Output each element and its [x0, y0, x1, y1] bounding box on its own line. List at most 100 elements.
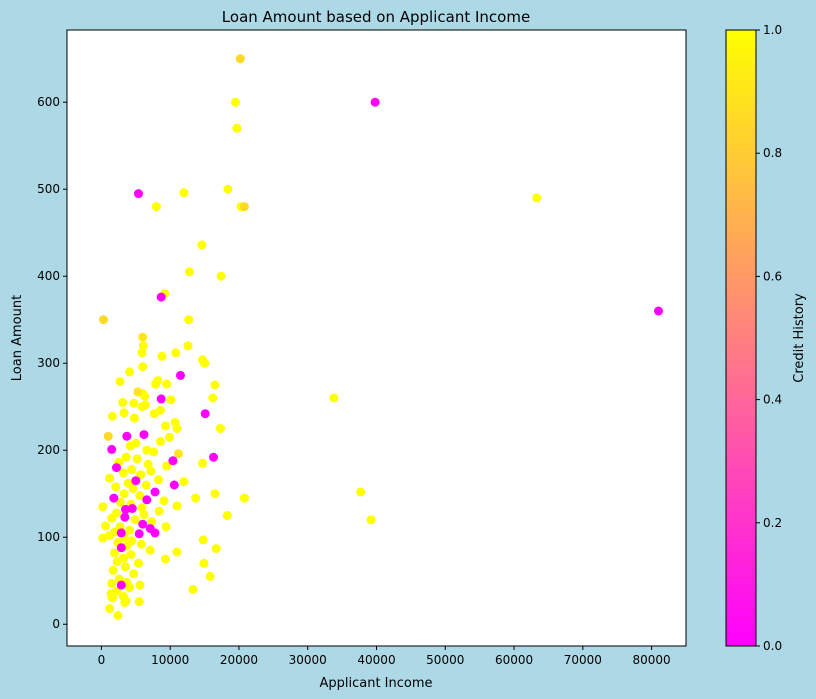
data-point: [136, 470, 146, 480]
data-point: [128, 484, 138, 493]
data-point: [125, 441, 135, 451]
data-point: [235, 54, 245, 64]
data-point: [121, 504, 130, 514]
data-point: [199, 558, 209, 568]
data-point: [134, 597, 144, 607]
data-point: [116, 497, 126, 507]
data-point: [129, 569, 139, 579]
data-point: [130, 515, 140, 525]
data-point: [118, 397, 128, 407]
data-point: [138, 341, 148, 351]
data-point: [210, 489, 220, 499]
data-point: [154, 506, 164, 516]
y-tick-label: 0: [52, 617, 60, 631]
x-tick-label: 70000: [564, 653, 602, 667]
y-tick-label: 600: [37, 95, 60, 109]
data-point: [132, 454, 142, 464]
data-point: [105, 473, 115, 483]
data-point: [137, 503, 147, 513]
data-point: [110, 548, 119, 558]
data-point: [107, 444, 117, 454]
y-axis-label: Loan Amount: [10, 295, 25, 381]
data-point: [184, 315, 194, 325]
data-point: [122, 431, 132, 441]
data-point: [231, 97, 240, 107]
data-point: [173, 449, 183, 459]
data-point: [156, 394, 166, 404]
data-point: [108, 565, 118, 575]
data-point: [366, 515, 376, 525]
data-point: [149, 409, 159, 419]
data-point: [160, 421, 170, 431]
data-point: [140, 391, 150, 401]
data-point: [145, 545, 155, 555]
y-tick-label: 100: [37, 530, 60, 544]
data-point: [200, 409, 210, 419]
x-axis: 0 10000 20000 30000 40000 50000 60000 70000 8000…: [98, 646, 671, 667]
data-point: [215, 424, 225, 433]
data-point: [179, 188, 189, 198]
data-point: [135, 580, 145, 590]
data-point: [197, 240, 207, 250]
chart-title: Loan Amount based on Applicant Income: [222, 8, 530, 26]
data-point: [138, 519, 148, 529]
data-point: [139, 430, 149, 440]
data-point: [137, 348, 147, 358]
data-point: [141, 480, 151, 490]
x-tick-label: 20000: [220, 653, 258, 667]
data-point: [125, 367, 135, 377]
data-point: [111, 482, 121, 492]
data-point: [134, 189, 143, 199]
data-point: [99, 315, 108, 325]
data-point: [209, 452, 218, 462]
colorbar-tick-label: 0.2: [763, 516, 782, 530]
data-point: [135, 491, 145, 500]
data-point: [156, 292, 166, 302]
data-point: [143, 459, 153, 469]
colorbar-tick-label: 1.0: [763, 23, 782, 37]
data-point: [169, 480, 179, 490]
data-point: [112, 463, 121, 473]
data-point: [138, 362, 148, 372]
colorbar-tick-label: 0.8: [763, 146, 782, 160]
scatter-points: [98, 54, 663, 620]
data-point: [107, 593, 117, 603]
data-point: [165, 432, 174, 442]
data-point: [125, 525, 135, 535]
data-point: [156, 437, 165, 446]
data-point: [172, 547, 182, 557]
data-point: [133, 387, 143, 397]
data-point: [116, 528, 126, 538]
data-point: [176, 370, 185, 380]
data-point: [118, 468, 128, 478]
data-point: [134, 529, 144, 539]
data-point: [137, 402, 147, 412]
data-point: [119, 489, 129, 499]
data-point: [356, 487, 366, 497]
colorbar-tick-label: 0.6: [763, 269, 782, 283]
y-tick-label: 300: [37, 356, 60, 370]
data-point: [151, 202, 161, 212]
data-point: [191, 493, 201, 503]
data-point: [147, 517, 157, 527]
data-point: [125, 583, 135, 593]
data-point: [162, 461, 172, 471]
data-point: [157, 351, 167, 361]
data-point: [654, 306, 663, 316]
x-tick-label: 30000: [289, 653, 327, 667]
data-point: [223, 184, 233, 194]
data-point: [121, 562, 130, 572]
data-point: [119, 408, 129, 418]
x-tick-label: 0: [98, 653, 106, 667]
x-tick-label: 40000: [357, 653, 395, 667]
colorbar-axis: 0.0 0.2 0.4 0.6 0.8 1.0: [756, 23, 782, 653]
data-point: [150, 528, 160, 538]
data-point: [127, 504, 137, 513]
data-point: [136, 539, 146, 549]
data-point: [129, 398, 139, 408]
data-point: [184, 267, 194, 277]
y-tick-label: 400: [37, 269, 60, 283]
x-axis-label: Applicant Income: [319, 676, 432, 691]
x-tick-label: 80000: [633, 653, 671, 667]
data-point: [113, 611, 123, 620]
